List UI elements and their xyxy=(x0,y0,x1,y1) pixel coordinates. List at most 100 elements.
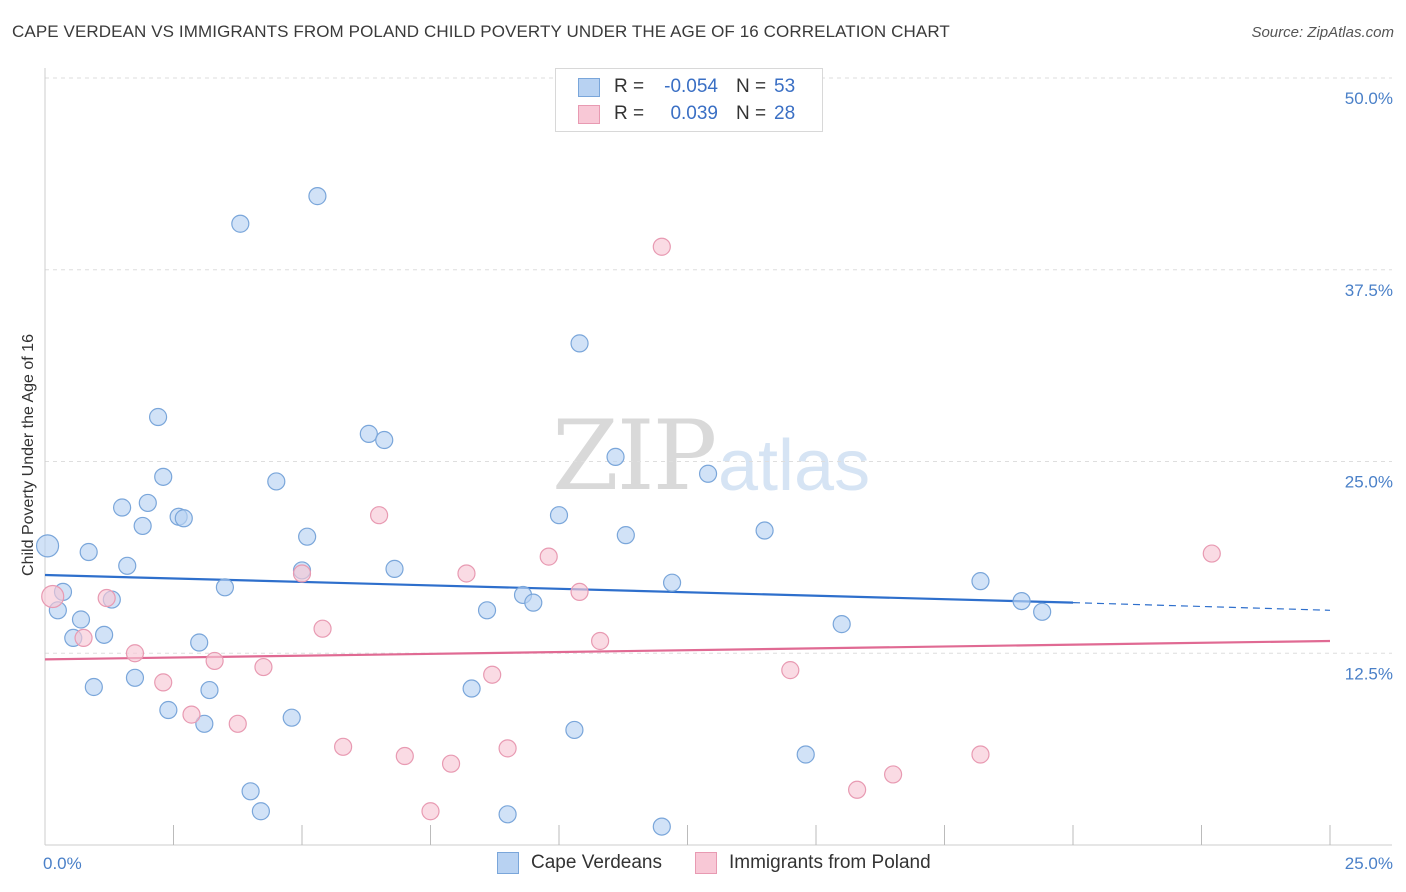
legend-label-poland: Immigrants from Poland xyxy=(729,852,931,873)
cape-verdean-point xyxy=(549,506,569,525)
chart-title: CAPE VERDEAN VS IMMIGRANTS FROM POLAND C… xyxy=(12,22,950,41)
trend-line xyxy=(44,573,1074,604)
cape-verdean-point xyxy=(570,334,589,353)
cape-verdean-point xyxy=(195,714,214,733)
poland-point xyxy=(370,506,389,525)
poland-point xyxy=(570,582,589,601)
cape-verdean-point xyxy=(138,493,157,513)
legend-item-poland: Immigrants from Poland xyxy=(695,852,931,874)
cape-verdean-point xyxy=(95,625,114,644)
poland-point xyxy=(205,651,224,671)
cape-verdean-point xyxy=(616,526,635,545)
trend-lines xyxy=(44,573,1331,661)
cape-verdean-point xyxy=(832,615,851,634)
stats-legend: R = -0.054 N = 53 R = 0.039 N = 28 xyxy=(555,68,823,132)
grid-lines xyxy=(45,77,1392,654)
legend-row-poland: R = 0.039 N = 28 xyxy=(578,102,795,126)
cape-verdean-point xyxy=(1012,591,1031,611)
poland-point xyxy=(883,765,903,784)
cape-verdean-point xyxy=(35,534,60,558)
data-points xyxy=(35,187,1221,836)
cape-verdean-point xyxy=(241,782,260,801)
poland-point xyxy=(228,714,247,733)
poland-point xyxy=(41,584,65,609)
cape-verdean-point xyxy=(652,817,671,836)
cape-verdean-point xyxy=(385,559,404,578)
poland-point xyxy=(395,746,414,766)
cape-verdean-point xyxy=(159,700,178,720)
cape-verdean-point xyxy=(154,467,173,486)
poland-point xyxy=(292,564,312,583)
cape-verdean-point xyxy=(1033,602,1052,621)
tick-labels: 50.0% 37.5% 25.0% 12.5% 0.0% 25.0% xyxy=(43,89,1393,873)
cape-verdean-point xyxy=(477,601,497,620)
poland-point xyxy=(74,628,93,648)
trend-line-extension xyxy=(1072,602,1331,611)
poland-point xyxy=(182,705,201,724)
x-tick-label: 25.0% xyxy=(1345,854,1393,873)
cape-verdean-point xyxy=(375,430,394,450)
cape-verdean-point xyxy=(133,516,152,536)
cape-verdean-point xyxy=(796,745,815,764)
cape-verdean-point xyxy=(231,214,250,233)
cape-verdean-point xyxy=(251,802,270,821)
cape-verdean-point xyxy=(498,805,517,824)
poland-point xyxy=(498,739,517,758)
cape-verdean-point xyxy=(698,464,718,483)
cape-verdean-point xyxy=(148,407,168,427)
legend-r-label: R = xyxy=(614,103,645,124)
cape-verdean-point xyxy=(298,527,317,546)
watermark-zip: ZIP xyxy=(552,400,717,512)
cape-verdean-point xyxy=(662,573,682,592)
y-tick-label: 12.5% xyxy=(1345,664,1393,683)
poland-point xyxy=(441,754,461,773)
cape-verdean-point xyxy=(118,556,137,575)
cape-verdean-point xyxy=(606,447,625,466)
poland-point xyxy=(254,657,273,677)
legend-n-label: N = xyxy=(736,103,767,124)
watermark-atlas: atlas xyxy=(718,426,871,506)
cape-verdean-point xyxy=(190,633,209,652)
cape-verdean-point xyxy=(84,677,103,697)
cape-verdean-point xyxy=(112,498,132,517)
cape-verdean-point xyxy=(359,424,378,443)
legend-r-label: R = xyxy=(614,76,645,97)
poland-point xyxy=(848,780,867,799)
cape-verdean-point xyxy=(462,679,481,698)
cape-verdean-point xyxy=(282,708,301,727)
axes xyxy=(44,68,1392,846)
cape-verdean-point xyxy=(524,593,543,612)
y-tick-label: 25.0% xyxy=(1345,473,1393,492)
cape-verdean-point xyxy=(971,572,990,591)
poland-point xyxy=(539,547,558,566)
legend-r-value: -0.054 xyxy=(664,76,718,97)
poland-point xyxy=(334,737,353,756)
cape-verdean-point xyxy=(565,720,584,740)
cape-verdean-point xyxy=(71,610,91,629)
poland-point xyxy=(971,745,990,764)
legend-n-value: 53 xyxy=(774,76,796,97)
poland-point xyxy=(313,619,332,638)
poland-point xyxy=(1202,544,1221,563)
poland-point xyxy=(154,673,173,692)
legend-n-value: 28 xyxy=(774,103,796,124)
poland-point xyxy=(652,237,671,256)
poland-point xyxy=(97,588,116,608)
chart-source: Source: ZipAtlas.com xyxy=(1251,24,1394,41)
legend-swatch-blue xyxy=(578,77,600,97)
y-tick-label: 37.5% xyxy=(1345,281,1393,300)
cape-verdean-point xyxy=(125,668,145,687)
series-legend: Cape Verdeans Immigrants from Poland xyxy=(0,852,1406,878)
y-tick-label: 50.0% xyxy=(1345,89,1393,108)
poland-point xyxy=(781,661,800,680)
legend-swatch-blue xyxy=(497,852,519,874)
legend-swatch-pink xyxy=(695,852,717,874)
cape-verdean-point xyxy=(174,509,193,528)
poland-point xyxy=(483,665,502,684)
poland-point xyxy=(421,802,440,821)
poland-point xyxy=(125,644,145,663)
legend-r-value: 0.039 xyxy=(670,103,718,124)
poland-point xyxy=(457,564,476,583)
cape-verdean-point xyxy=(267,472,286,491)
